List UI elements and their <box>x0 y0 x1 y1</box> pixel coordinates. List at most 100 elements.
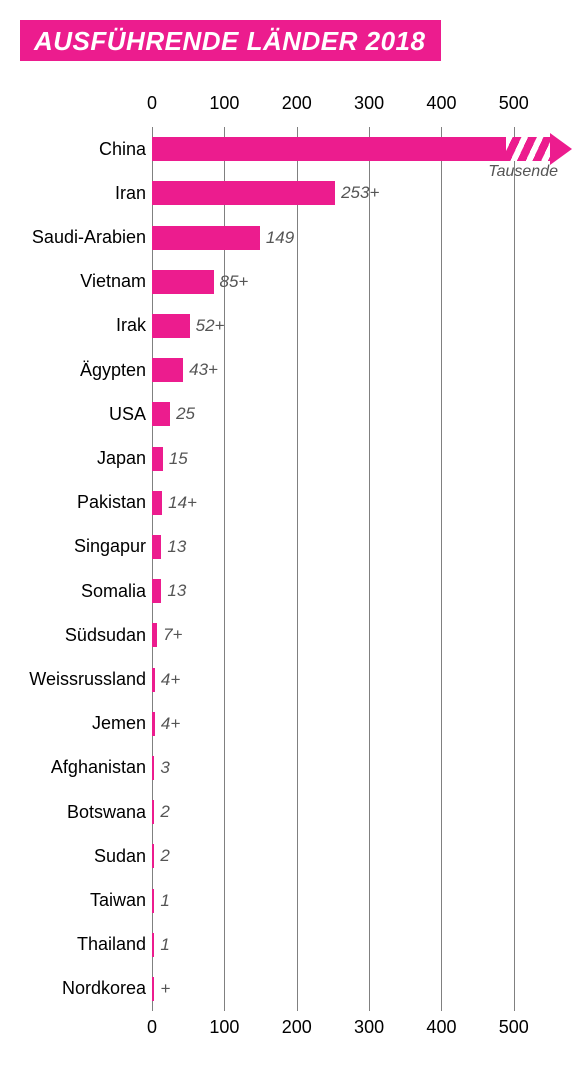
country-label: Afghanistan <box>22 757 146 778</box>
axis-tick-label: 400 <box>426 1017 456 1038</box>
bar <box>152 933 154 957</box>
axis-tick-label: 500 <box>499 93 529 114</box>
axis-tick-label: 400 <box>426 93 456 114</box>
bar-row: Somalia 13 <box>22 569 550 613</box>
bar-row: Saudi-Arabien 149 <box>22 215 550 259</box>
bar-row: Irak52+ <box>22 304 550 348</box>
bar <box>152 889 154 913</box>
axis-tick-label: 100 <box>209 1017 239 1038</box>
bar-track: 25 <box>152 402 550 426</box>
country-label: Taiwan <box>22 890 146 911</box>
axis-tick-label: 500 <box>499 1017 529 1038</box>
axis-tick-label: 0 <box>147 93 157 114</box>
bar-china: Tausende <box>152 137 550 161</box>
bar-track: 15 <box>152 447 550 471</box>
value-label: 43+ <box>189 360 218 380</box>
bar-row: Nordkorea + <box>22 967 550 1011</box>
country-label: USA <box>22 404 146 425</box>
country-label: Thailand <box>22 934 146 955</box>
country-label: Japan <box>22 448 146 469</box>
bar-row: China Tausende <box>22 127 550 171</box>
value-label: 1 <box>160 935 169 955</box>
bar-track: 1 <box>152 889 550 913</box>
axis-tick-label: 0 <box>147 1017 157 1038</box>
value-label: 1 <box>160 891 169 911</box>
value-label: 7+ <box>163 625 182 645</box>
country-label: China <box>22 139 146 160</box>
bar-row: Japan 15 <box>22 436 550 480</box>
bar-track: 7+ <box>152 623 550 647</box>
bar-row: Thailand 1 <box>22 923 550 967</box>
bar-row: Afghanistan3 <box>22 746 550 790</box>
bar <box>152 226 260 250</box>
country-label: Nordkorea <box>22 978 146 999</box>
axis-tick-label: 100 <box>209 93 239 114</box>
value-label: 2 <box>160 802 169 822</box>
country-label: Somalia <box>22 581 146 602</box>
bar-row: Pakistan 14+ <box>22 481 550 525</box>
bar <box>152 447 163 471</box>
country-label: Ägypten <box>22 360 146 381</box>
bar-track: 14+ <box>152 491 550 515</box>
country-label: Pakistan <box>22 492 146 513</box>
bar <box>152 402 170 426</box>
x-axis-bottom: 0100200300400500 <box>152 1017 550 1045</box>
country-label: Südsudan <box>22 625 146 646</box>
bar-track: Tausende <box>152 137 550 161</box>
country-label: Botswana <box>22 802 146 823</box>
bar <box>152 270 214 294</box>
country-label: Jemen <box>22 713 146 734</box>
value-label: 25 <box>176 404 195 424</box>
bar <box>152 668 155 692</box>
value-label: 15 <box>169 449 188 469</box>
bar <box>152 977 154 1001</box>
bar-track: 13 <box>152 535 550 559</box>
bar-track: 1 <box>152 933 550 957</box>
bar-track: 253+ <box>152 181 550 205</box>
bar-row: Weissrussland4+ <box>22 657 550 701</box>
bar <box>152 181 335 205</box>
bar <box>152 756 154 780</box>
axis-tick-label: 300 <box>354 93 384 114</box>
chart-title-banner: AUSFÜHRENDE LÄNDER 2018 <box>20 20 441 61</box>
bar-row: USA 25 <box>22 392 550 436</box>
x-axis-top: 0100200300400500 <box>152 93 550 121</box>
bar-row: Südsudan 7+ <box>22 613 550 657</box>
axis-tick-label: 200 <box>282 93 312 114</box>
value-label: 149 <box>266 228 294 248</box>
bar <box>152 535 161 559</box>
bar-track: 13 <box>152 579 550 603</box>
bar-row: Jemen 4+ <box>22 702 550 746</box>
bar-row: Singapur13 <box>22 525 550 569</box>
bar <box>152 491 162 515</box>
value-label: 52+ <box>196 316 225 336</box>
bar-row: Taiwan 1 <box>22 878 550 922</box>
value-label: 4+ <box>161 714 180 734</box>
value-label: 13 <box>167 537 186 557</box>
bar-track: 4+ <box>152 712 550 736</box>
chart-rows: ChinaTausendeIran253+Saudi-Arabien149Vie… <box>22 127 550 1011</box>
china-stripes-icon <box>506 137 550 161</box>
value-label: 253+ <box>341 183 379 203</box>
bar-track: 4+ <box>152 668 550 692</box>
chart-title: AUSFÜHRENDE LÄNDER 2018 <box>34 26 425 57</box>
bar <box>152 314 190 338</box>
bar-track: 2 <box>152 800 550 824</box>
bar <box>152 623 157 647</box>
value-label: 13 <box>167 581 186 601</box>
bar-track: 43+ <box>152 358 550 382</box>
bar-track: 149 <box>152 226 550 250</box>
country-label: Vietnam <box>22 271 146 292</box>
bar-track: 85+ <box>152 270 550 294</box>
bar-track: 52+ <box>152 314 550 338</box>
country-label: Saudi-Arabien <box>22 227 146 248</box>
bar-track: + <box>152 977 550 1001</box>
value-label: 85+ <box>220 272 249 292</box>
country-label: Sudan <box>22 846 146 867</box>
bar <box>152 579 161 603</box>
bar-row: Ägypten 43+ <box>22 348 550 392</box>
axis-tick-label: 200 <box>282 1017 312 1038</box>
axis-tick-label: 300 <box>354 1017 384 1038</box>
bar-row: Botswana 2 <box>22 790 550 834</box>
bar <box>152 844 154 868</box>
